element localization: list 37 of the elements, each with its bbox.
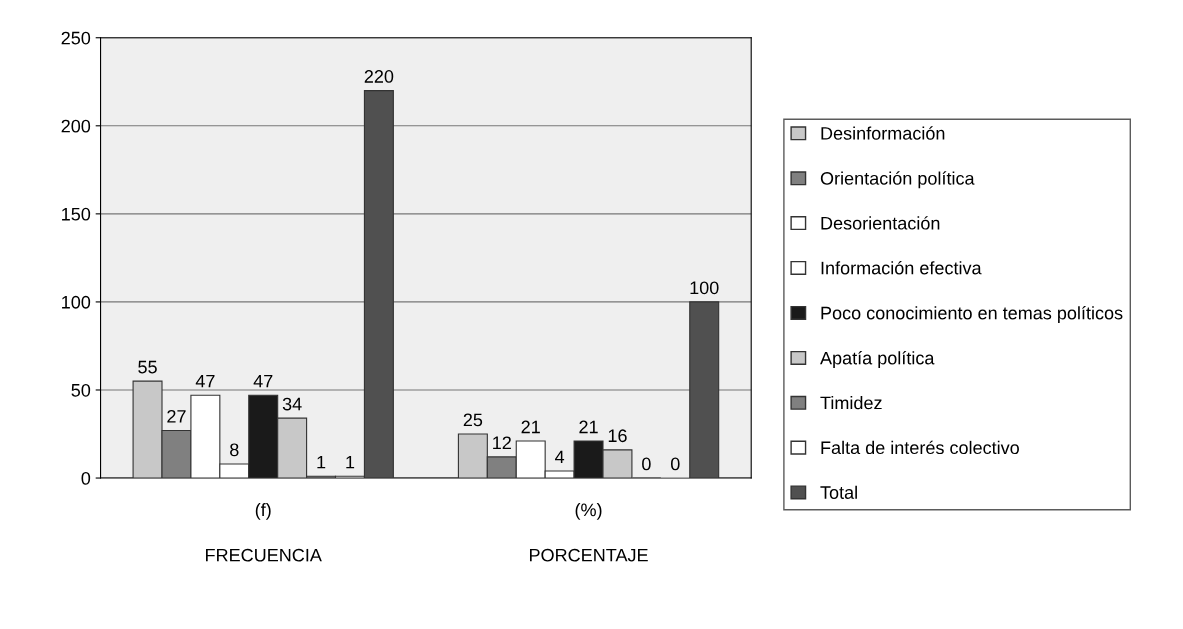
data-label: 12 (493, 436, 511, 449)
data-label: 27 (167, 409, 186, 423)
data-label: 16 (608, 429, 627, 443)
data-label: 47 (195, 374, 215, 388)
data-label: 47 (253, 374, 273, 388)
legend-label: Desinformación (821, 126, 945, 140)
x-tick-label: (f) (255, 503, 271, 520)
legend-label: Total (820, 485, 857, 499)
x-tick-label: (%) (575, 503, 602, 520)
data-label: 0 (670, 457, 680, 471)
data-label: 100 (690, 281, 719, 295)
y-tick-label: 0 (81, 471, 91, 485)
data-label: 55 (138, 360, 157, 374)
y-tick-label: 150 (62, 207, 91, 221)
data-label: 34 (282, 397, 302, 411)
data-label: 220 (364, 70, 394, 83)
data-label: 1 (317, 455, 326, 469)
data-label: 25 (463, 413, 483, 427)
legend-label: Poco conocimiento en temas políticos (821, 305, 1123, 324)
legend-label: Orientación política (820, 171, 975, 189)
text: FRECUENCIA (206, 548, 322, 562)
legend-label: Timidez (820, 396, 882, 410)
data-label: 8 (230, 443, 239, 457)
legend-label: Información efectiva (821, 260, 982, 275)
y-tick-label: 50 (71, 383, 91, 397)
data-label: 1 (346, 455, 355, 469)
data-label: 4 (555, 450, 565, 464)
y-tick-label: 250 (61, 31, 91, 45)
data-label: 21 (521, 420, 540, 434)
legend-label: Desorientación (821, 216, 940, 230)
data-label: 21 (579, 420, 598, 434)
legend-label: Apatía política (820, 351, 935, 369)
y-tick-label: 200 (61, 119, 91, 133)
text: PORCENTAJE (529, 548, 648, 562)
legend-label: Falta de interés colectivo (821, 440, 1019, 455)
data-label: 0 (642, 457, 651, 471)
y-tick-label: 100 (62, 295, 91, 309)
